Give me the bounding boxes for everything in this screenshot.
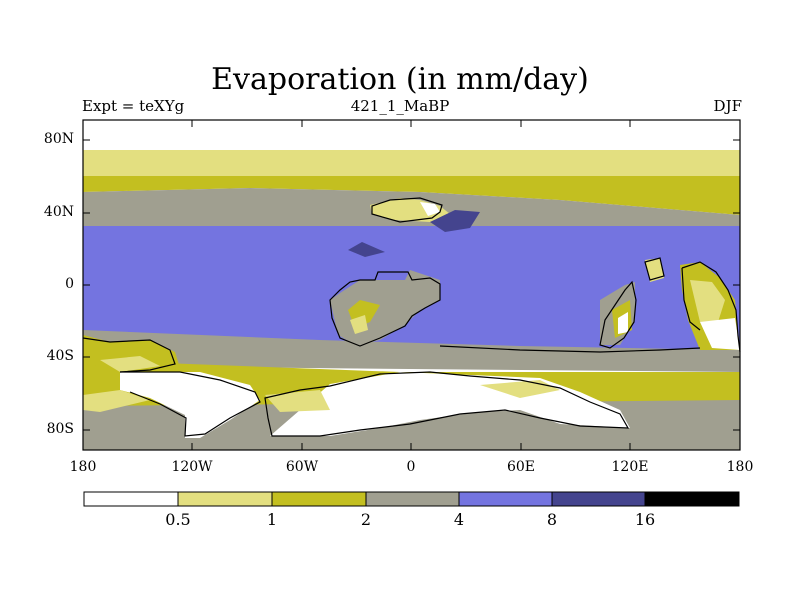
season-label: DJF bbox=[713, 97, 742, 115]
colorbar-box-2 bbox=[177, 491, 273, 507]
colorbar-box-7 bbox=[644, 491, 740, 507]
high-evap-sea bbox=[348, 242, 385, 257]
east-land-2-white bbox=[700, 318, 740, 350]
lat-label-40s: 40S bbox=[46, 348, 74, 364]
coast-south-1 bbox=[120, 371, 261, 437]
lon-label-120w: 120W bbox=[171, 459, 213, 475]
map-fill bbox=[83, 120, 740, 450]
lon-label-180w: 180 bbox=[69, 459, 97, 475]
band-north-1 bbox=[83, 150, 740, 176]
coast-east-2 bbox=[681, 261, 741, 353]
lon-label-120e: 120E bbox=[611, 459, 649, 475]
coast-south-inner bbox=[439, 345, 701, 353]
colorbar-label-8: 8 bbox=[546, 510, 558, 529]
colorbar-label-2: 2 bbox=[360, 510, 372, 529]
colorbar-label-1: 1 bbox=[266, 510, 278, 529]
lat-label-80s: 80S bbox=[46, 421, 74, 437]
west-land-dry bbox=[100, 356, 160, 372]
lat-label-80n: 80N bbox=[43, 131, 74, 147]
band-south-1 bbox=[83, 330, 740, 372]
coast-south-2 bbox=[264, 371, 630, 437]
experiment-label: Expt = teXYg bbox=[82, 97, 185, 115]
coast-central bbox=[329, 271, 441, 347]
colorbar-box-4 bbox=[365, 491, 460, 507]
period-label: 421_1_MaBP bbox=[350, 97, 450, 115]
map-frame bbox=[82, 119, 741, 451]
east-island bbox=[645, 258, 664, 282]
lon-label-60w: 60W bbox=[285, 459, 319, 475]
colorbar-box-5 bbox=[458, 491, 553, 507]
colorbar-label-0-5: 0.5 bbox=[165, 510, 191, 529]
colorbar-box-6 bbox=[551, 491, 646, 507]
north-land-dry bbox=[420, 202, 440, 216]
colorbar-box-3 bbox=[271, 491, 367, 507]
lon-label-60e: 60E bbox=[506, 459, 536, 475]
coast-island bbox=[644, 257, 665, 281]
lon-label-180e: 180 bbox=[726, 459, 754, 475]
colorbar-box-1 bbox=[83, 491, 179, 507]
high-evap-north bbox=[430, 210, 480, 232]
map-title: Evaporation (in mm/day) bbox=[211, 62, 589, 97]
colorbar bbox=[83, 491, 740, 507]
lat-label-0: 0 bbox=[65, 276, 74, 292]
coast-east-1 bbox=[599, 280, 637, 349]
east-land-2-dry bbox=[690, 280, 725, 322]
band-north-2 bbox=[83, 176, 740, 215]
south-land-west-edge bbox=[83, 390, 150, 412]
central-land-drier bbox=[350, 315, 368, 334]
lon-label-0: 0 bbox=[406, 459, 416, 475]
east-land-1-white bbox=[618, 312, 628, 334]
colorbar-label-4: 4 bbox=[453, 510, 465, 529]
coastlines bbox=[82, 197, 741, 437]
coast-west bbox=[82, 337, 176, 373]
colorbar-label-16: 16 bbox=[634, 510, 656, 529]
south-land-2-edge bbox=[265, 390, 330, 412]
lat-label-40n: 40N bbox=[43, 204, 74, 220]
coast-north bbox=[371, 197, 443, 223]
